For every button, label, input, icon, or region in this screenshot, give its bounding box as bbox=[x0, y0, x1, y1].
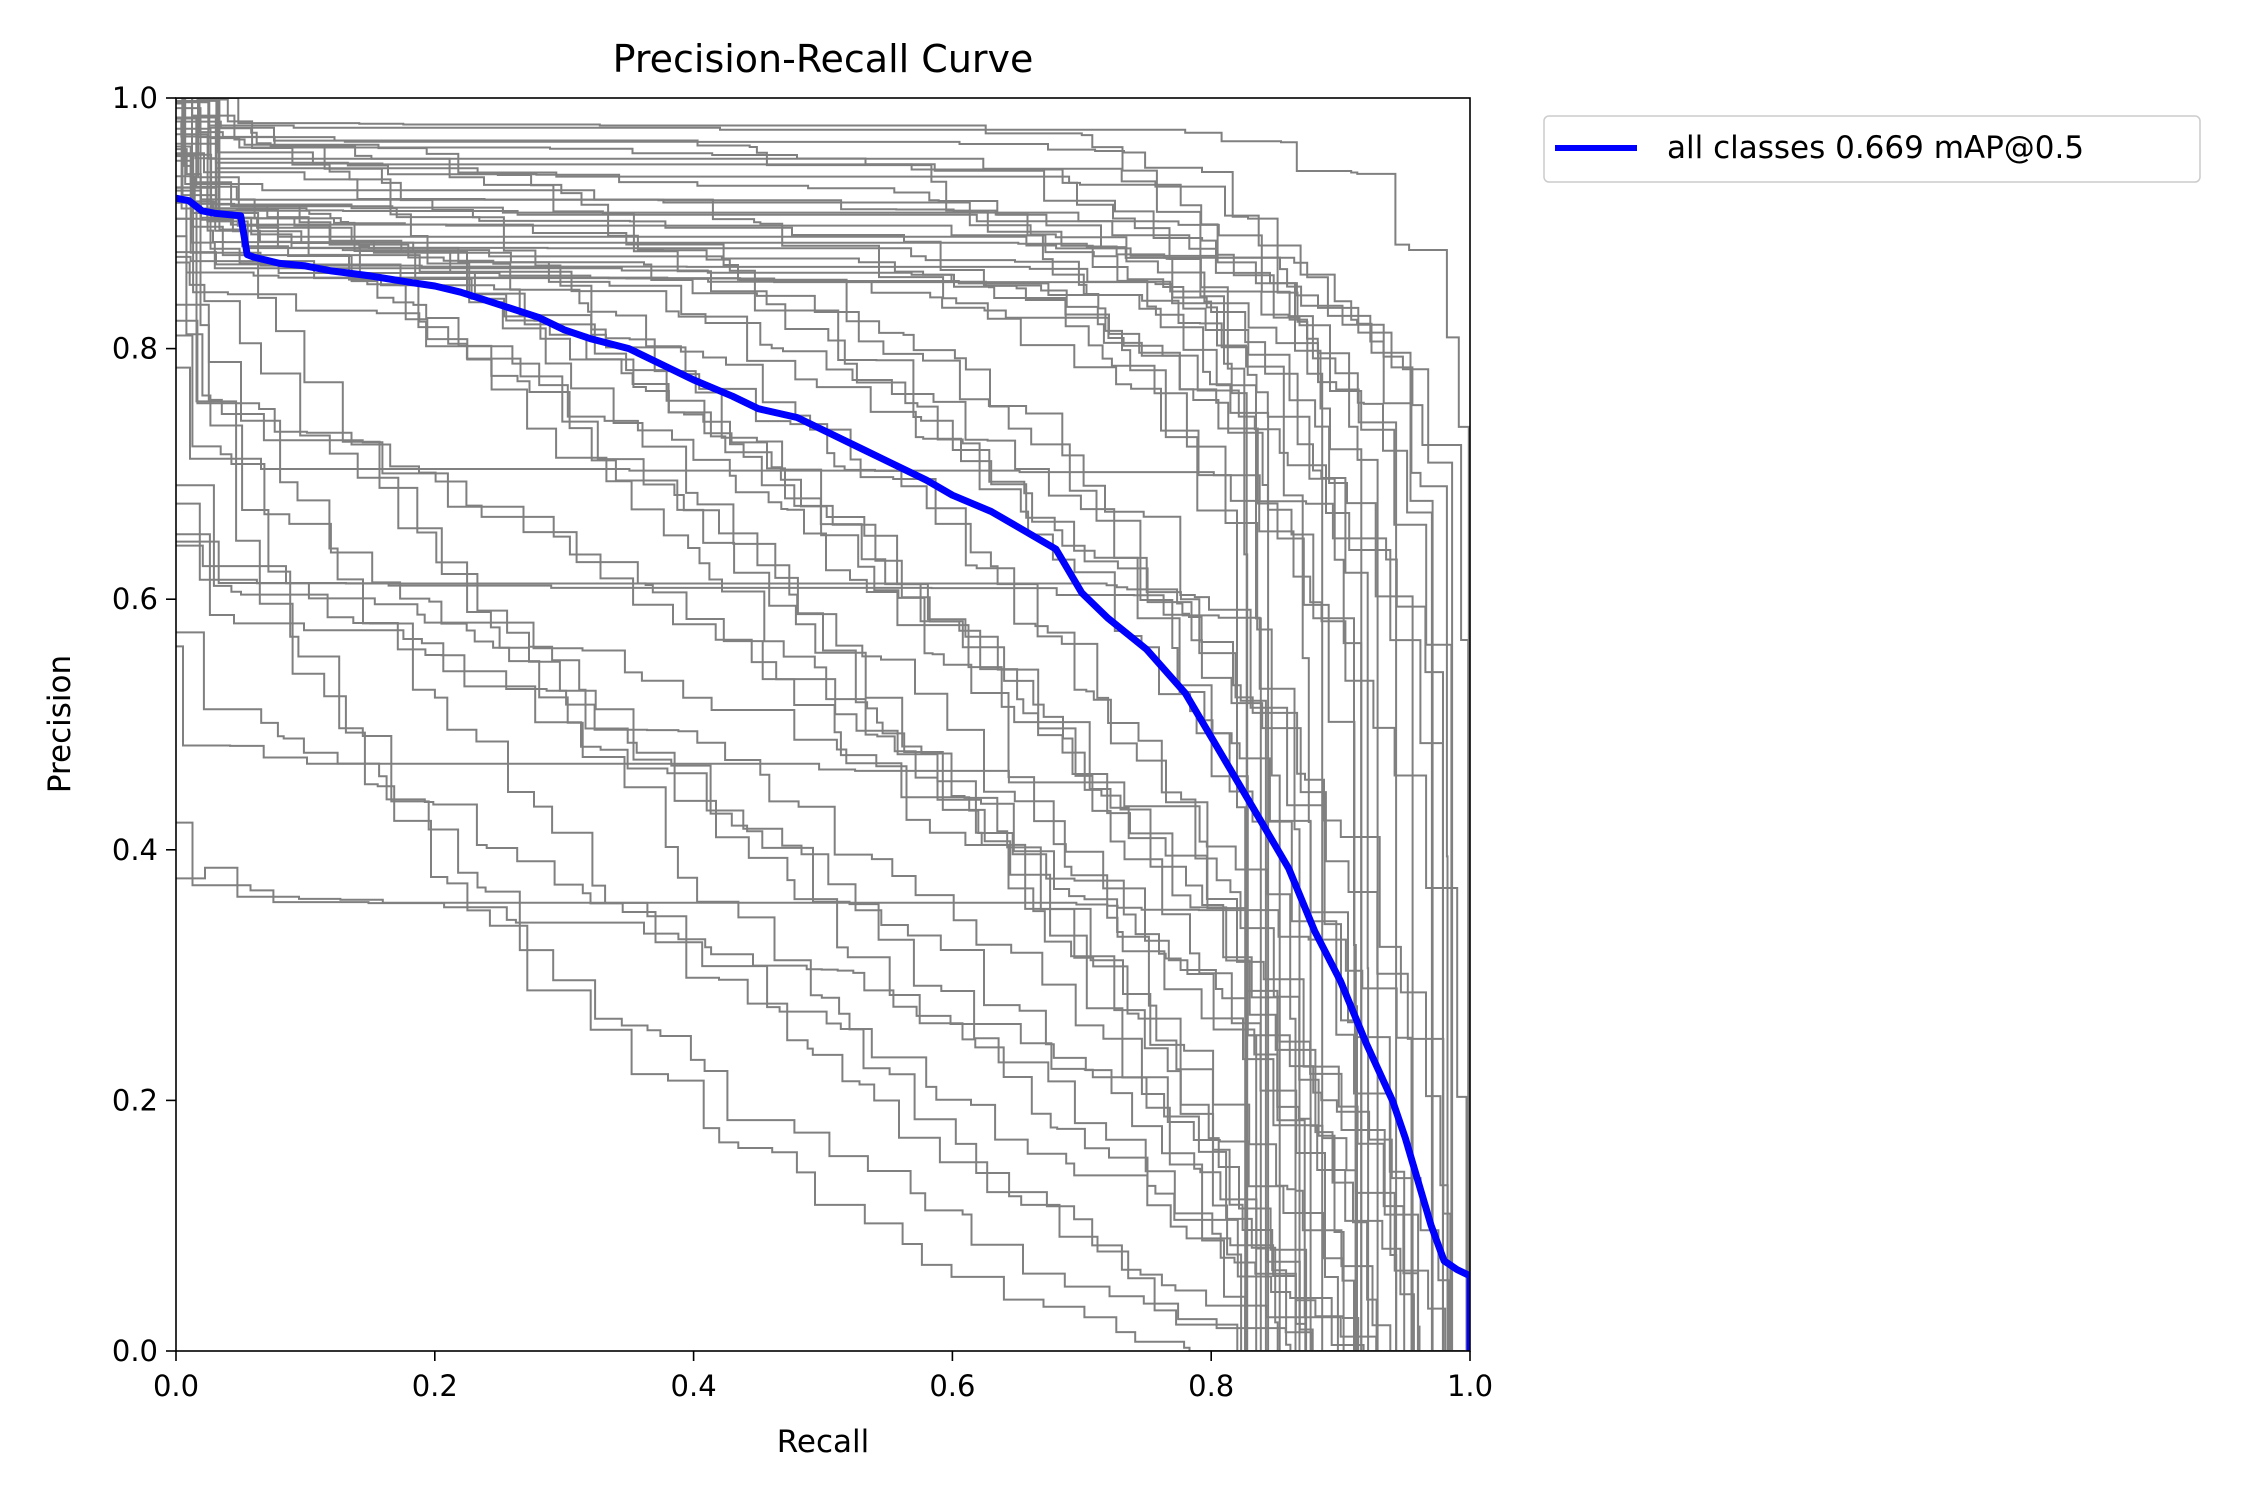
x-tick-label: 0.4 bbox=[671, 1369, 717, 1403]
class-pr-curve bbox=[176, 154, 1419, 1351]
class-pr-curve bbox=[176, 98, 1248, 1351]
class-pr-curve bbox=[176, 189, 1449, 1351]
plot-frame bbox=[175, 97, 1471, 1352]
class-pr-curve bbox=[176, 201, 1315, 1351]
x-tick-label: 0.6 bbox=[929, 1369, 975, 1403]
class-pr-curve bbox=[176, 155, 1470, 1351]
class-pr-curve bbox=[176, 186, 1339, 1351]
class-pr-curve bbox=[176, 98, 1259, 1351]
class-pr-curve bbox=[176, 334, 1307, 1351]
class-pr-curve bbox=[176, 152, 1414, 1351]
class-pr-curve bbox=[176, 201, 1466, 1351]
class-pr-curve bbox=[176, 98, 1470, 1351]
class-pr-curve bbox=[176, 533, 1279, 1351]
class-pr-curve bbox=[176, 186, 1281, 1351]
class-pr-curve bbox=[176, 484, 1314, 1351]
legend-box bbox=[1543, 115, 2201, 183]
x-tick-label: 0.0 bbox=[153, 1369, 199, 1403]
class-pr-curve bbox=[176, 98, 1421, 1351]
class-pr-curve bbox=[176, 98, 1249, 1351]
x-tick-label: 0.2 bbox=[412, 1369, 458, 1403]
class-pr-curve bbox=[176, 142, 1258, 1351]
class-pr-curve bbox=[176, 217, 1452, 1351]
class-pr-curve bbox=[176, 99, 1363, 1351]
x-tick-label: 1.0 bbox=[1447, 1369, 1493, 1403]
y-tick-label: 0.2 bbox=[112, 1083, 158, 1117]
chart-title: Precision-Recall Curve bbox=[613, 37, 1034, 81]
class-pr-curve bbox=[176, 303, 1415, 1351]
x-axis-ticks: 0.0 0.2 0.4 0.6 0.8 1.0 bbox=[153, 1351, 1493, 1403]
y-axis-ticks: 0.0 0.2 0.4 0.6 0.8 1.0 bbox=[112, 81, 176, 1368]
y-axis-label: Precision bbox=[42, 655, 78, 793]
class-pr-curve bbox=[176, 866, 1413, 1351]
x-tick-label: 0.8 bbox=[1188, 1369, 1234, 1403]
y-tick-label: 0.8 bbox=[112, 332, 158, 366]
y-tick-label: 0.6 bbox=[112, 582, 158, 616]
class-pr-curve bbox=[176, 251, 1444, 1351]
legend-label-all-classes: all classes 0.669 mAP@0.5 bbox=[1667, 130, 2084, 166]
class-pr-curve bbox=[176, 98, 1243, 1351]
class-pr-curve bbox=[176, 98, 1247, 1351]
class-pr-curve bbox=[176, 631, 1379, 1351]
class-pr-curve bbox=[176, 98, 1406, 1351]
class-curves bbox=[176, 98, 1470, 1351]
class-pr-curve bbox=[176, 98, 1292, 1351]
all-classes-curve-layer bbox=[176, 194, 1470, 1351]
class-pr-curve bbox=[176, 145, 1433, 1351]
class-pr-curve bbox=[176, 101, 1434, 1351]
class-pr-curve bbox=[176, 502, 1450, 1351]
class-pr-curve bbox=[176, 261, 1365, 1351]
class-pr-curve bbox=[176, 98, 1398, 1351]
x-axis-label: Recall bbox=[777, 1424, 870, 1460]
class-pr-curve bbox=[176, 159, 1357, 1351]
legend: all classes 0.669 mAP@0.5 bbox=[1543, 115, 2201, 183]
y-tick-label: 0.0 bbox=[112, 1334, 158, 1368]
class-pr-curve bbox=[176, 107, 1422, 1351]
y-tick-label: 0.4 bbox=[112, 833, 158, 867]
y-tick-label: 1.0 bbox=[112, 81, 158, 115]
class-pr-curve bbox=[176, 102, 1379, 1351]
class-pr-curve bbox=[176, 175, 1262, 1351]
plot-area bbox=[175, 97, 1471, 1352]
class-pr-curve bbox=[176, 98, 1324, 1351]
all-classes-curve bbox=[176, 194, 1470, 1351]
